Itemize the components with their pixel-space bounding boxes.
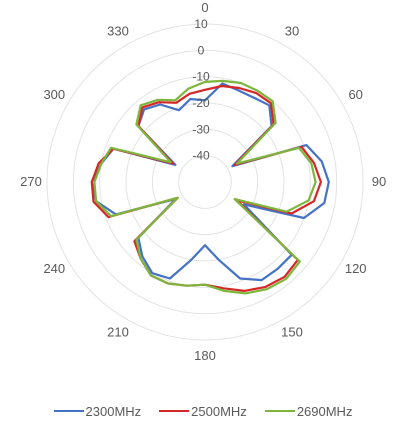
grid-ring: [125, 102, 285, 262]
series-line-2690mhz: [93, 79, 317, 295]
legend-item: 2300MHz: [53, 403, 142, 419]
legend: 2300MHz 2500MHz 2690MHz: [0, 400, 406, 422]
legend-label: 2500MHz: [191, 403, 247, 419]
grid-ring: [178, 155, 232, 209]
angle-tick-label: 210: [107, 325, 129, 340]
series-lines: [90, 79, 330, 295]
radial-tick-label: -40: [192, 149, 210, 163]
grid-ring: [151, 128, 259, 236]
angle-tick-label: 120: [345, 261, 367, 276]
angle-tick-label: 60: [348, 87, 362, 102]
legend-label: 2690MHz: [296, 403, 353, 419]
legend-item: 2690MHz: [264, 403, 353, 419]
grid-ring: [99, 76, 311, 288]
radial-tick-label: 10: [194, 17, 208, 31]
series-line-2300mhz: [90, 82, 330, 282]
angle-tick-label: 90: [372, 174, 386, 189]
grid-ring: [72, 49, 338, 315]
radial-tick-label: -30: [192, 122, 210, 136]
angle-tick-label: 0: [201, 0, 208, 15]
grid-ring: [46, 23, 364, 341]
legend-label: 2300MHz: [85, 403, 142, 419]
angle-tick-label: 180: [194, 348, 216, 363]
legend-item: 2500MHz: [159, 404, 247, 419]
polar-grid: [46, 23, 364, 341]
angle-tick-label: 300: [43, 87, 65, 102]
radial-tick-label: -10: [192, 70, 210, 84]
angle-tick-label: 150: [281, 325, 303, 340]
angle-tick-label: 330: [107, 23, 129, 38]
angle-tick-label: 270: [20, 174, 42, 189]
legend-swatch: [264, 410, 295, 412]
legend-swatch: [53, 410, 84, 412]
radial-tick-label: 0: [198, 43, 205, 57]
angle-tick-label: 240: [43, 261, 65, 276]
axis-labels: 0 30 60 90 120 150 180 210 240 270 300 330 10 0 -10 -20…: [20, 0, 386, 363]
polar-chart: 0 30 60 90 120 150 180 210 240 270 300 330 10 0 -10 -20…: [20, 0, 386, 363]
legend-swatch: [159, 410, 190, 412]
angle-tick-label: 30: [285, 23, 299, 38]
radial-tick-label: -20: [192, 96, 210, 110]
